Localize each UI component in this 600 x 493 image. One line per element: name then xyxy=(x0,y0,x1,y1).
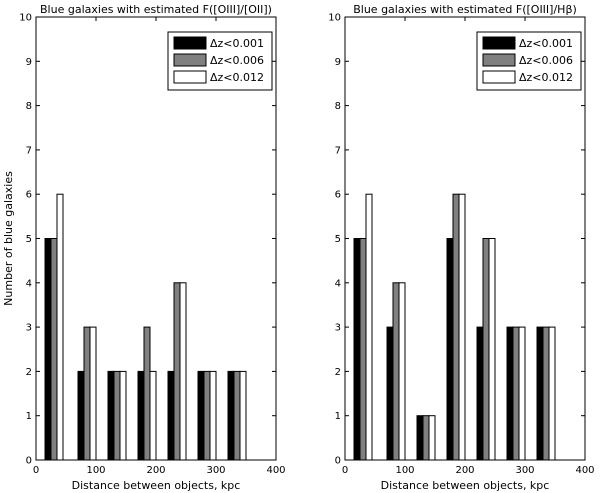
y-tick-label: 0 xyxy=(26,456,32,467)
bar-series-1 xyxy=(197,370,205,461)
bar-series-3 xyxy=(488,238,496,461)
bar-series-2 xyxy=(50,238,58,461)
x-tick-label: 0 xyxy=(33,465,39,476)
bar-series-2 xyxy=(203,370,211,461)
bar-series-2 xyxy=(482,238,490,461)
y-tick-label: 0 xyxy=(335,456,341,467)
bar-series-2 xyxy=(542,326,550,461)
legend-label-2: Δz<0.006 xyxy=(519,54,573,67)
bar-series-2 xyxy=(452,193,460,461)
x-tick-label: 300 xyxy=(515,465,534,476)
y-axis-label: Number of blue galaxies xyxy=(2,171,15,306)
chart-title: Blue galaxies with estimated F([OIII]/[O… xyxy=(40,3,272,16)
y-tick-label: 3 xyxy=(26,323,32,334)
y-tick-label: 9 xyxy=(335,57,341,68)
legend-swatch-1 xyxy=(482,36,516,50)
bar-series-3 xyxy=(89,326,97,461)
legend: Δz<0.001 Δz<0.006 Δz<0.012 xyxy=(476,31,582,91)
bar-series-1 xyxy=(167,370,175,461)
bar-series-1 xyxy=(506,326,514,461)
bar-series-1 xyxy=(536,326,544,461)
x-axis-label: Distance between objects, kpc xyxy=(381,479,550,492)
x-tick-label: 400 xyxy=(575,465,594,476)
bar-series-1 xyxy=(386,326,394,461)
bar-series-3 xyxy=(365,193,373,461)
y-tick-label: 8 xyxy=(335,101,341,112)
y-tick-label: 2 xyxy=(26,367,32,378)
y-tick-label: 8 xyxy=(26,101,32,112)
bar-series-2 xyxy=(422,415,430,461)
y-tick-label: 5 xyxy=(26,234,32,245)
x-tick-label: 200 xyxy=(146,465,165,476)
bar-series-3 xyxy=(56,193,64,461)
legend-swatch-1 xyxy=(173,36,207,50)
legend-swatch-2 xyxy=(173,53,207,67)
bar-series-3 xyxy=(518,326,526,461)
bar-series-1 xyxy=(446,238,454,461)
bar-series-1 xyxy=(137,370,145,461)
y-tick-label: 6 xyxy=(26,190,32,201)
bar-series-2 xyxy=(173,282,181,461)
bar-series-3 xyxy=(458,193,466,461)
legend-swatch-2 xyxy=(482,53,516,67)
y-tick-label: 3 xyxy=(335,323,341,334)
y-tick-label: 4 xyxy=(335,278,341,289)
bar-series-1 xyxy=(353,238,361,461)
y-tick-label: 4 xyxy=(26,278,32,289)
bar-series-2 xyxy=(143,326,151,461)
bar-series-3 xyxy=(149,370,157,461)
legend: Δz<0.001 Δz<0.006 Δz<0.012 xyxy=(167,31,273,91)
bar-series-1 xyxy=(77,370,85,461)
y-tick-label: 6 xyxy=(335,190,341,201)
bar-series-3 xyxy=(119,370,127,461)
bar-series-1 xyxy=(107,370,115,461)
bar-series-3 xyxy=(239,370,247,461)
bar-series-1 xyxy=(476,326,484,461)
bar-series-2 xyxy=(113,370,121,461)
legend-swatch-3 xyxy=(482,70,516,84)
y-tick-label: 5 xyxy=(335,234,341,245)
y-tick-label: 1 xyxy=(335,411,341,422)
x-tick-label: 200 xyxy=(455,465,474,476)
x-axis-label: Distance between objects, kpc xyxy=(72,479,241,492)
legend-label-1: Δz<0.001 xyxy=(210,37,264,50)
bar-series-3 xyxy=(209,370,217,461)
x-tick-label: 100 xyxy=(395,465,414,476)
bar-series-2 xyxy=(83,326,91,461)
bar-series-2 xyxy=(233,370,241,461)
legend-label-1: Δz<0.001 xyxy=(519,37,573,50)
y-tick-label: 10 xyxy=(19,13,32,24)
bar-series-1 xyxy=(44,238,52,461)
bar-series-2 xyxy=(512,326,520,461)
x-tick-label: 100 xyxy=(86,465,105,476)
legend-label-2: Δz<0.006 xyxy=(210,54,264,67)
bar-series-2 xyxy=(392,282,400,461)
bar-series-3 xyxy=(179,282,187,461)
legend-label-3: Δz<0.012 xyxy=(519,71,573,84)
bar-series-2 xyxy=(359,238,367,461)
y-tick-label: 1 xyxy=(26,411,32,422)
chart-title: Blue galaxies with estimated F([OIII]/Hβ… xyxy=(353,3,577,16)
bar-series-3 xyxy=(398,282,406,461)
bar-series-3 xyxy=(428,415,436,461)
y-tick-label: 10 xyxy=(328,13,341,24)
legend-swatch-3 xyxy=(173,70,207,84)
y-tick-label: 9 xyxy=(26,57,32,68)
y-tick-label: 7 xyxy=(26,145,32,156)
bar-series-1 xyxy=(227,370,235,461)
x-tick-label: 0 xyxy=(342,465,348,476)
y-tick-label: 2 xyxy=(335,367,341,378)
x-tick-label: 400 xyxy=(266,465,285,476)
bar-series-3 xyxy=(548,326,556,461)
x-tick-label: 300 xyxy=(206,465,225,476)
y-tick-label: 7 xyxy=(335,145,341,156)
bar-series-1 xyxy=(416,415,424,461)
legend-label-3: Δz<0.012 xyxy=(210,71,264,84)
